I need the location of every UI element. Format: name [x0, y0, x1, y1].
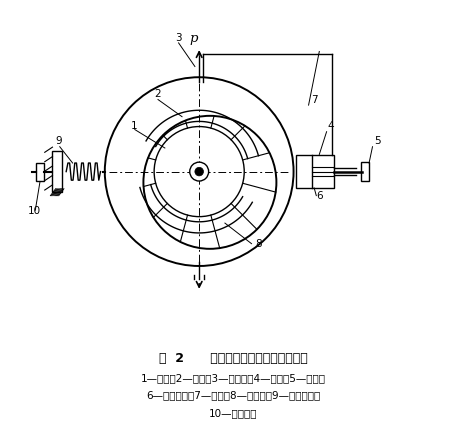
- Bar: [36, 163, 44, 181]
- Text: 6—反馈油缸；7—通道；8—吸油口；9—调压弹簧；: 6—反馈油缸；7—通道；8—吸油口；9—调压弹簧；: [146, 390, 321, 401]
- Text: 10: 10: [28, 205, 41, 216]
- Text: 6: 6: [316, 190, 323, 201]
- Text: 图  2      限压式变量叶片泵的工作原理: 图 2 限压式变量叶片泵的工作原理: [159, 352, 308, 365]
- Bar: [361, 162, 369, 181]
- Text: 3: 3: [176, 33, 182, 43]
- Text: 7: 7: [311, 95, 318, 105]
- Text: 1: 1: [131, 121, 137, 131]
- Bar: [52, 151, 62, 192]
- Text: 2: 2: [154, 88, 161, 99]
- Text: 4: 4: [328, 121, 334, 131]
- Text: 9: 9: [56, 136, 62, 146]
- Circle shape: [195, 167, 204, 176]
- Circle shape: [190, 162, 209, 181]
- Bar: [296, 155, 334, 188]
- Text: 8: 8: [255, 239, 262, 249]
- Text: 1—转子；2—定子；3—压油口；4—活塞；5—螺钉；: 1—转子；2—定子；3—压油口；4—活塞；5—螺钉；: [141, 373, 326, 384]
- Text: 5: 5: [374, 136, 381, 146]
- Text: 10—调压螺钉: 10—调压螺钉: [209, 408, 258, 418]
- Text: p: p: [190, 32, 198, 45]
